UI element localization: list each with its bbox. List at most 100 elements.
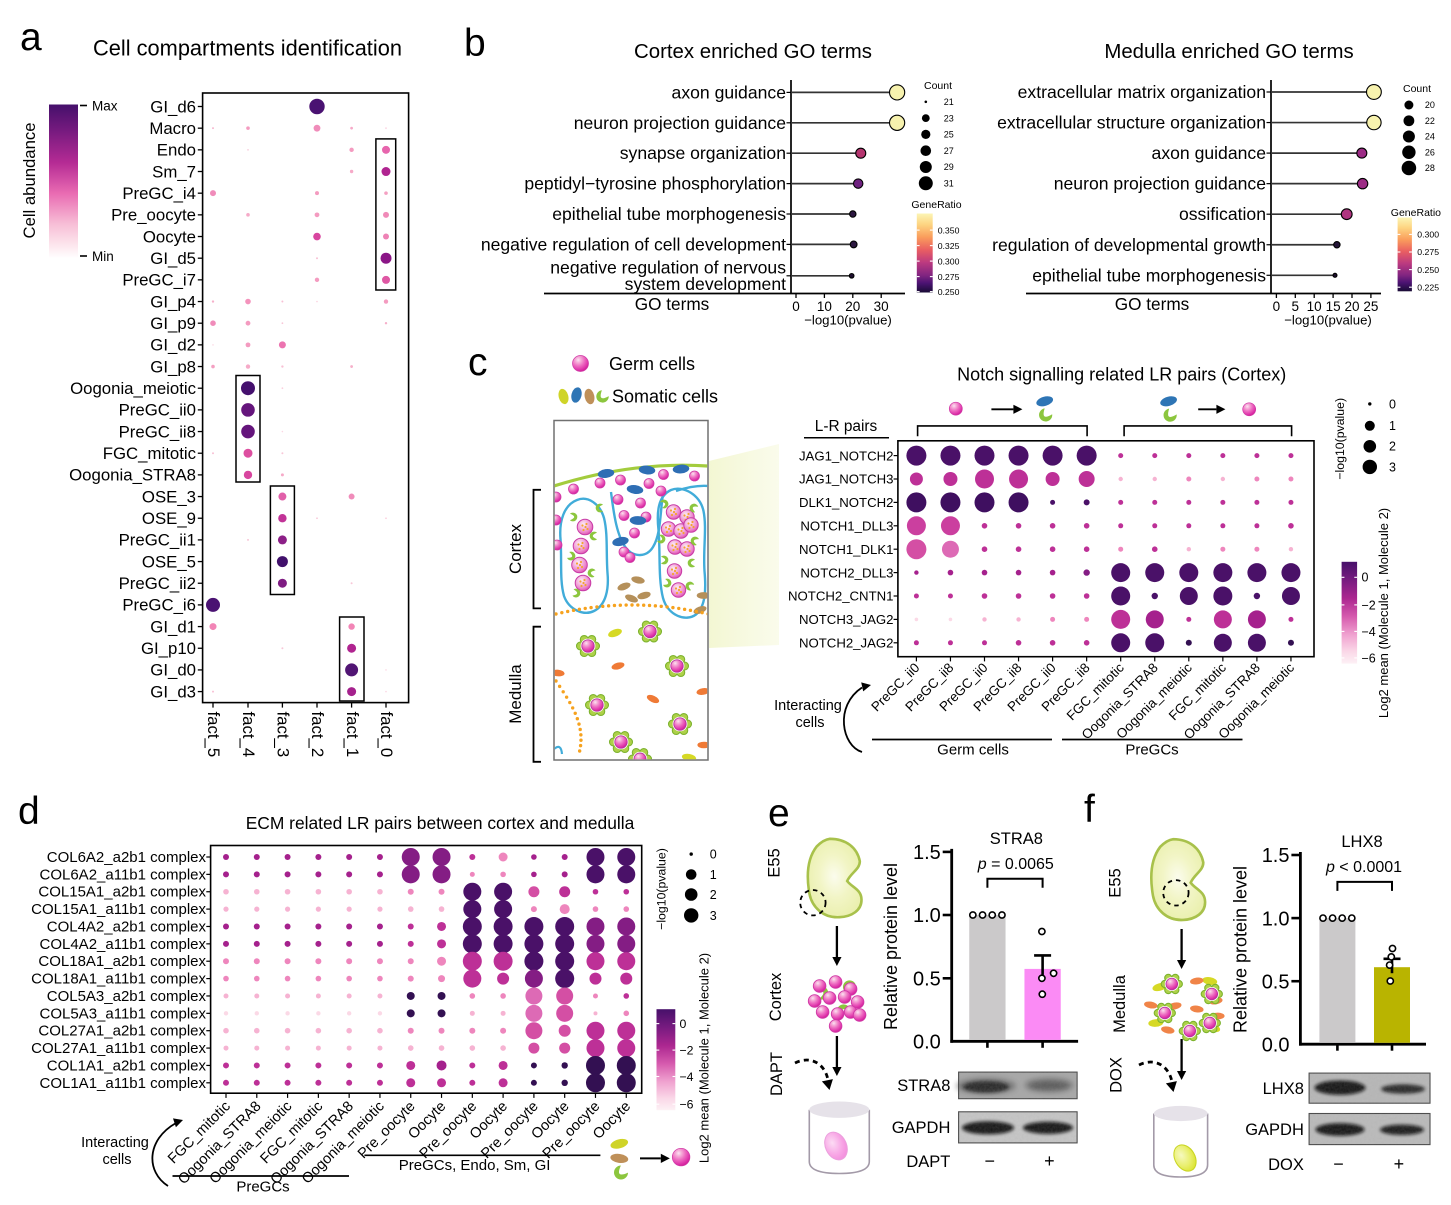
svg-text:extracellular matrix organizat: extracellular matrix organization — [1018, 82, 1266, 102]
svg-text:29: 29 — [944, 162, 954, 172]
svg-text:2: 2 — [710, 888, 717, 902]
svg-text:PreGC_ii8: PreGC_ii8 — [119, 422, 196, 441]
svg-text:DOX: DOX — [1268, 1156, 1304, 1174]
svg-text:PreGCs: PreGCs — [1125, 742, 1178, 759]
svg-text:FGC_mitotic: FGC_mitotic — [103, 444, 196, 463]
svg-text:21: 21 — [944, 97, 954, 107]
svg-text:30: 30 — [874, 299, 889, 314]
svg-text:Max: Max — [92, 99, 118, 114]
svg-text:PreGC_ii1: PreGC_ii1 — [119, 531, 196, 550]
svg-text:10: 10 — [817, 299, 832, 314]
svg-text:GI_d3: GI_d3 — [150, 682, 196, 701]
svg-text:Relative protein level: Relative protein level — [881, 863, 901, 1030]
svg-text:COL15A1_a2b1 complex: COL15A1_a2b1 complex — [38, 884, 206, 901]
svg-text:31: 31 — [944, 179, 954, 189]
svg-text:fact_3: fact_3 — [274, 712, 293, 758]
svg-text:negative regulation of cell de: negative regulation of cell development — [481, 234, 786, 254]
svg-text:c: c — [468, 341, 488, 384]
svg-text:GI_d2: GI_d2 — [150, 336, 196, 355]
svg-text:27: 27 — [944, 146, 954, 156]
svg-text:1: 1 — [1389, 419, 1396, 433]
svg-text:0.5: 0.5 — [1262, 971, 1290, 993]
svg-text:NOTCH1_DLL3: NOTCH1_DLL3 — [800, 519, 893, 534]
svg-text:Pre_oocyte: Pre_oocyte — [111, 206, 196, 225]
svg-text:3: 3 — [710, 909, 717, 923]
svg-text:+: + — [1394, 1154, 1405, 1174]
svg-text:STRA8: STRA8 — [897, 1077, 950, 1095]
svg-text:10: 10 — [1307, 299, 1322, 314]
svg-text:25: 25 — [1363, 299, 1378, 314]
svg-text:GI_d5: GI_d5 — [150, 249, 196, 268]
svg-text:COL27A1_a2b1 complex: COL27A1_a2b1 complex — [38, 1023, 206, 1040]
svg-text:Min: Min — [92, 249, 114, 264]
svg-text:OSE_9: OSE_9 — [142, 509, 196, 528]
svg-text:0.300: 0.300 — [938, 256, 960, 266]
svg-text:NOTCH2_DLL3: NOTCH2_DLL3 — [800, 565, 893, 580]
svg-text:COL4A2_a11b1 complex: COL4A2_a11b1 complex — [40, 936, 207, 953]
svg-text:JAG1_NOTCH2: JAG1_NOTCH2 — [799, 448, 894, 463]
svg-text:−log10(pvalue): −log10(pvalue) — [804, 313, 892, 328]
svg-text:Count: Count — [1403, 83, 1431, 95]
svg-text:DOX: DOX — [1108, 1057, 1126, 1093]
svg-text:26: 26 — [1425, 147, 1435, 157]
svg-text:PreGC_i7: PreGC_i7 — [122, 271, 196, 290]
svg-text:0.250: 0.250 — [938, 287, 960, 297]
svg-text:0: 0 — [1389, 397, 1396, 411]
svg-text:1.5: 1.5 — [1262, 845, 1290, 867]
svg-text:cells: cells — [102, 1152, 131, 1168]
svg-text:Cell compartments identificati: Cell compartments identification — [93, 36, 402, 61]
svg-text:extracellular structure organi: extracellular structure organization — [997, 113, 1266, 133]
svg-text:Cell abundance: Cell abundance — [20, 123, 39, 239]
svg-text:GI_p4: GI_p4 — [150, 292, 196, 311]
svg-text:b: b — [464, 22, 486, 65]
svg-text:GI_p9: GI_p9 — [150, 314, 196, 333]
svg-text:1: 1 — [710, 868, 717, 882]
svg-text:20: 20 — [845, 299, 860, 314]
svg-text:Germ cells: Germ cells — [937, 742, 1009, 759]
svg-text:25: 25 — [944, 130, 954, 140]
svg-text:DLK1_NOTCH2: DLK1_NOTCH2 — [799, 495, 894, 510]
svg-text:−2: −2 — [1362, 598, 1376, 612]
svg-text:COL27A1_a11b1 complex: COL27A1_a11b1 complex — [31, 1040, 206, 1057]
svg-text:NOTCH1_DLK1: NOTCH1_DLK1 — [799, 542, 894, 557]
svg-text:0: 0 — [710, 848, 717, 862]
svg-text:synapse organization: synapse organization — [620, 143, 786, 163]
svg-text:0.0: 0.0 — [1262, 1034, 1290, 1056]
svg-text:LHX8: LHX8 — [1263, 1080, 1304, 1098]
svg-text:Log2 mean (Molecule 1, Molecul: Log2 mean (Molecule 1, Molecule 2) — [1376, 508, 1391, 718]
svg-text:23: 23 — [944, 113, 954, 123]
svg-text:Interacting: Interacting — [81, 1135, 149, 1151]
svg-text:GO terms: GO terms — [635, 294, 709, 314]
svg-text:22: 22 — [1425, 116, 1435, 126]
svg-text:COL1A1_a11b1 complex: COL1A1_a11b1 complex — [40, 1075, 207, 1092]
svg-text:fact_4: fact_4 — [239, 712, 258, 758]
svg-text:negative regulation of nervous: negative regulation of nervous — [550, 257, 786, 277]
svg-text:Cortex: Cortex — [767, 972, 785, 1021]
svg-text:PreGCs, Endo, Sm, GI: PreGCs, Endo, Sm, GI — [399, 1157, 551, 1174]
svg-text:Germ cells: Germ cells — [609, 354, 695, 374]
svg-text:peptidyl−tyrosine phosphorylat: peptidyl−tyrosine phosphorylation — [524, 174, 786, 194]
svg-text:system development: system development — [625, 274, 786, 294]
svg-text:axon guidance: axon guidance — [1152, 143, 1266, 163]
svg-text:5: 5 — [1292, 299, 1300, 314]
svg-text:PreGC_ii2: PreGC_ii2 — [119, 574, 196, 593]
svg-text:neuron projection guidance: neuron projection guidance — [1054, 174, 1266, 194]
svg-text:ossification: ossification — [1179, 204, 1266, 224]
svg-text:NOTCH2_JAG2: NOTCH2_JAG2 — [799, 636, 894, 651]
svg-text:−log10(pvalue): −log10(pvalue) — [1333, 398, 1347, 480]
svg-text:JAG1_NOTCH3: JAG1_NOTCH3 — [799, 472, 894, 487]
svg-text:GeneRatio: GeneRatio — [1391, 207, 1441, 219]
svg-text:0.5: 0.5 — [913, 969, 941, 991]
svg-text:Relative protein level: Relative protein level — [1231, 866, 1251, 1033]
svg-text:p = 0.0065: p = 0.0065 — [977, 856, 1054, 873]
svg-text:Somatic cells: Somatic cells — [612, 387, 718, 407]
svg-text:20: 20 — [1425, 100, 1435, 110]
svg-text:+: + — [1044, 1151, 1055, 1171]
svg-text:d: d — [18, 790, 40, 833]
svg-text:Log2 mean (Molecule 1, Molecul: Log2 mean (Molecule 1, Molecule 2) — [697, 953, 712, 1163]
svg-text:Medulla enriched GO terms: Medulla enriched GO terms — [1104, 41, 1353, 63]
svg-text:Notch signalling related LR pa: Notch signalling related LR pairs (Corte… — [957, 365, 1286, 385]
svg-text:28: 28 — [1425, 163, 1435, 173]
svg-text:a: a — [20, 16, 42, 59]
svg-text:OSE_3: OSE_3 — [142, 487, 196, 506]
